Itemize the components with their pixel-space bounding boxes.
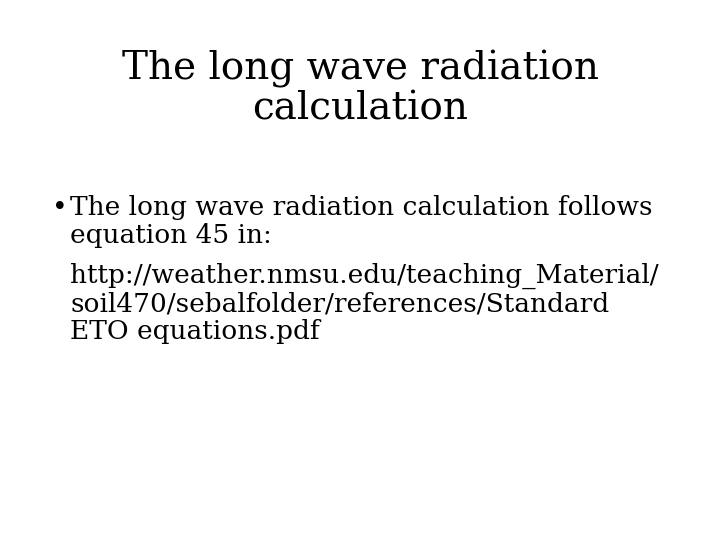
Text: The long wave radiation: The long wave radiation [122,50,598,88]
Text: http://weather.nmsu.edu/teaching_Material/: http://weather.nmsu.edu/teaching_Materia… [70,263,659,289]
Text: The long wave radiation calculation follows: The long wave radiation calculation foll… [70,195,652,220]
Text: •: • [52,195,68,220]
Text: soil470/sebalfolder/references/Standard: soil470/sebalfolder/references/Standard [70,291,609,316]
Text: calculation: calculation [252,90,468,127]
Text: equation 45 in:: equation 45 in: [70,223,272,248]
Text: ETO equations.pdf: ETO equations.pdf [70,319,320,344]
